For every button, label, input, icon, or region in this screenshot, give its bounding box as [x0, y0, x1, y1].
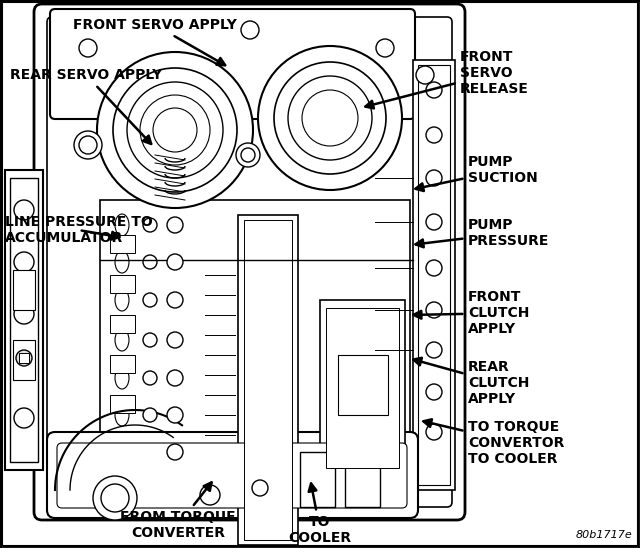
Circle shape — [97, 52, 253, 208]
Circle shape — [167, 370, 183, 386]
FancyBboxPatch shape — [34, 4, 465, 520]
Circle shape — [79, 136, 97, 154]
Circle shape — [167, 292, 183, 308]
Ellipse shape — [115, 329, 129, 351]
Circle shape — [113, 68, 237, 192]
Circle shape — [167, 217, 183, 233]
Circle shape — [167, 407, 183, 423]
Circle shape — [274, 62, 386, 174]
Text: FRONT SERVO APPLY: FRONT SERVO APPLY — [73, 18, 237, 65]
Circle shape — [14, 252, 34, 272]
Circle shape — [74, 131, 102, 159]
Bar — [238, 215, 298, 545]
Circle shape — [426, 302, 442, 318]
Bar — [338, 355, 388, 415]
Text: LINE PRESSURE TO
ACCUMULATOR: LINE PRESSURE TO ACCUMULATOR — [5, 215, 153, 245]
Circle shape — [14, 200, 34, 220]
Circle shape — [241, 21, 259, 39]
Bar — [5, 170, 43, 470]
Bar — [418, 65, 450, 485]
Bar — [244, 220, 292, 540]
Circle shape — [200, 485, 220, 505]
Bar — [413, 60, 455, 490]
Circle shape — [426, 82, 442, 98]
Circle shape — [143, 333, 157, 347]
Bar — [110, 395, 135, 413]
Circle shape — [167, 444, 183, 460]
Circle shape — [426, 170, 442, 186]
Circle shape — [258, 46, 402, 190]
FancyBboxPatch shape — [50, 9, 415, 119]
Bar — [13, 270, 35, 310]
Circle shape — [153, 108, 197, 152]
Circle shape — [143, 293, 157, 307]
Bar — [100, 200, 410, 480]
Bar — [19, 353, 29, 363]
Bar — [110, 235, 135, 253]
Circle shape — [14, 304, 34, 324]
Text: FRONT
CLUTCH
APPLY: FRONT CLUTCH APPLY — [413, 290, 529, 336]
Ellipse shape — [115, 289, 129, 311]
Text: FROM TORQUE
CONVERTER: FROM TORQUE CONVERTER — [120, 482, 236, 540]
Bar — [300, 452, 335, 507]
Text: PUMP
PRESSURE: PUMP PRESSURE — [415, 218, 549, 248]
Circle shape — [426, 384, 442, 400]
Ellipse shape — [115, 367, 129, 389]
Circle shape — [241, 148, 255, 162]
Text: 80b1717e: 80b1717e — [575, 530, 632, 540]
Circle shape — [16, 350, 32, 366]
Circle shape — [167, 332, 183, 348]
Bar — [320, 300, 405, 475]
Circle shape — [14, 408, 34, 428]
Bar — [10, 178, 38, 462]
Bar — [110, 275, 135, 293]
Text: REAR SERVO APPLY: REAR SERVO APPLY — [10, 68, 163, 144]
Circle shape — [140, 95, 210, 165]
Circle shape — [101, 484, 129, 512]
Bar — [110, 355, 135, 373]
Circle shape — [426, 127, 442, 143]
Text: PUMP
SUCTION: PUMP SUCTION — [415, 155, 538, 191]
Circle shape — [302, 90, 358, 146]
Circle shape — [426, 214, 442, 230]
FancyBboxPatch shape — [47, 17, 452, 507]
Circle shape — [143, 408, 157, 422]
Circle shape — [14, 356, 34, 376]
Circle shape — [93, 476, 137, 520]
Circle shape — [376, 39, 394, 57]
Circle shape — [288, 76, 372, 160]
Text: REAR
CLUTCH
APPLY: REAR CLUTCH APPLY — [413, 358, 529, 407]
Circle shape — [143, 218, 157, 232]
Bar — [345, 452, 380, 507]
Ellipse shape — [115, 404, 129, 426]
FancyBboxPatch shape — [57, 443, 407, 508]
Circle shape — [167, 254, 183, 270]
Circle shape — [143, 255, 157, 269]
Text: FRONT
SERVO
RELEASE: FRONT SERVO RELEASE — [365, 50, 529, 109]
Ellipse shape — [115, 214, 129, 236]
Circle shape — [236, 143, 260, 167]
Circle shape — [416, 66, 434, 84]
Bar — [13, 340, 35, 380]
Circle shape — [426, 260, 442, 276]
Circle shape — [143, 371, 157, 385]
Bar — [326, 308, 399, 468]
FancyBboxPatch shape — [47, 432, 418, 518]
Circle shape — [79, 39, 97, 57]
Circle shape — [426, 342, 442, 358]
Text: TO
COOLER: TO COOLER — [289, 483, 351, 545]
Circle shape — [426, 424, 442, 440]
Circle shape — [127, 82, 223, 178]
Ellipse shape — [115, 251, 129, 273]
Circle shape — [252, 480, 268, 496]
Bar — [110, 315, 135, 333]
Text: TO TORQUE
CONVERTOR
TO COOLER: TO TORQUE CONVERTOR TO COOLER — [424, 419, 564, 466]
